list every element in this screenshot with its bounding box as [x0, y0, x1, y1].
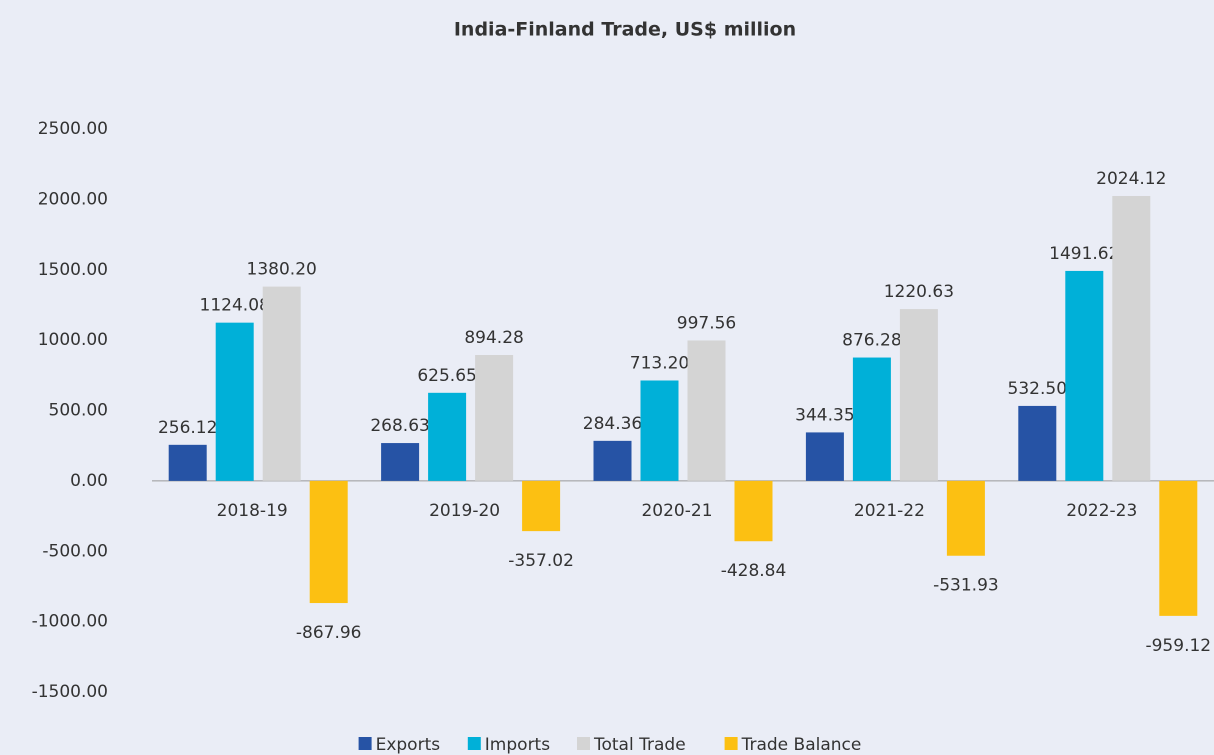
bar: [1112, 195, 1151, 481]
bar: [262, 286, 301, 481]
data-label: 1491.62: [1049, 244, 1119, 264]
legend-label: Exports: [376, 735, 441, 755]
y-tick-label: 1000.00: [38, 330, 108, 350]
y-tick-label: 2000.00: [38, 189, 108, 209]
bar: [593, 440, 632, 481]
data-label: 532.50: [1008, 379, 1067, 399]
y-tick-label: 0.00: [70, 471, 108, 491]
bar: [1065, 270, 1104, 481]
legend-swatch: [358, 737, 372, 750]
data-label: -531.93: [933, 576, 999, 596]
data-label: 1124.08: [200, 296, 270, 316]
legend-label: Total Trade: [593, 735, 686, 755]
y-tick-label: -1000.00: [32, 612, 108, 632]
y-tick-label: 500.00: [49, 401, 108, 421]
bar: [522, 480, 561, 532]
bar: [428, 392, 467, 481]
bar: [309, 480, 348, 604]
legend-swatch: [724, 737, 738, 750]
bar: [687, 340, 726, 481]
bar: [640, 380, 679, 481]
data-label: 284.36: [583, 414, 642, 434]
data-label: 625.65: [417, 366, 476, 386]
legend-swatch: [467, 737, 481, 750]
y-tick-label: -1500.00: [32, 682, 108, 702]
y-tick-label: -500.00: [42, 541, 108, 561]
x-tick-label: 2020-21: [641, 501, 712, 521]
bar: [168, 444, 207, 481]
data-label: 256.12: [158, 418, 217, 438]
bar: [215, 322, 254, 481]
x-tick-label: 2018-19: [217, 501, 288, 521]
legend-label: Trade Balance: [741, 735, 862, 755]
y-tick-label: 1500.00: [38, 260, 108, 280]
y-tick-label: 2500.00: [38, 119, 108, 139]
x-tick-label: 2019-20: [429, 501, 500, 521]
data-label: 997.56: [677, 313, 736, 333]
bar: [852, 357, 891, 481]
x-tick-label: 2022-23: [1066, 501, 1137, 521]
x-tick-label: 2021-22: [854, 501, 925, 521]
bar: [805, 432, 844, 481]
data-label: 344.35: [795, 405, 854, 425]
data-label: 1380.20: [247, 260, 317, 280]
bar: [946, 480, 985, 556]
data-label: 1220.63: [884, 282, 954, 302]
bar: [899, 309, 938, 481]
chart-title: India-Finland Trade, US$ million: [454, 19, 796, 41]
data-label: -959.12: [1145, 636, 1211, 656]
data-label: 268.63: [370, 416, 429, 436]
data-label: -867.96: [296, 623, 362, 643]
bar: [734, 480, 773, 542]
data-label: -357.02: [508, 551, 574, 571]
data-label: -428.84: [721, 561, 787, 581]
data-label: 2024.12: [1096, 169, 1166, 189]
legend-label: Imports: [485, 735, 550, 755]
data-label: 713.20: [630, 353, 689, 373]
legend-swatch: [577, 737, 590, 750]
data-label: 894.28: [464, 328, 523, 348]
bar: [381, 443, 420, 481]
bar: [475, 355, 514, 481]
bar: [1159, 480, 1198, 616]
data-label: 876.28: [842, 331, 901, 351]
bar: [1018, 405, 1057, 481]
